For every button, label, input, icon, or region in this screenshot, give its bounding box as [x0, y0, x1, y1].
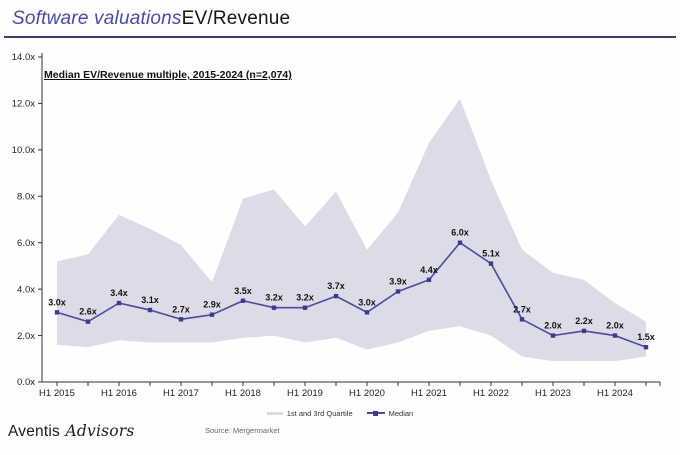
x-tick-label: H1 2021	[411, 388, 447, 399]
page-title-rest: EV/Revenue	[181, 8, 291, 29]
median-point-label: 3.1x	[141, 295, 159, 305]
y-tick-label: 4.0x	[17, 284, 35, 295]
y-tick-label: 6.0x	[17, 238, 35, 249]
page-title: Software valuationsEV/Revenue	[12, 7, 668, 31]
legend-item-median: Median	[366, 408, 414, 418]
y-tick-label: 0.0x	[17, 377, 35, 388]
median-point-label: 3.4x	[110, 288, 128, 298]
page-title-emphasis: Software valuations	[12, 8, 182, 29]
median-marker	[54, 310, 60, 315]
median-point-label: 3.2x	[265, 293, 283, 303]
brand-logo: Aventis Advisors	[8, 422, 135, 441]
brand-name-regular: Aventis	[8, 423, 60, 440]
median-point-label: 2.0x	[606, 321, 624, 331]
y-tick-label: 12.0x	[12, 99, 35, 110]
median-line	[56, 241, 647, 348]
median-marker	[85, 319, 91, 324]
x-tick-label: H1 2022	[473, 388, 509, 399]
x-tick-label: H1 2015	[39, 388, 75, 399]
median-point-label: 3.5x	[234, 286, 252, 296]
median-marker-swatch	[373, 410, 379, 416]
median-marker	[550, 333, 556, 338]
x-tick-label: H1 2019	[287, 388, 323, 399]
median-point-label: 1.5x	[637, 332, 655, 342]
median-marker	[302, 305, 308, 310]
y-tick-label: 10.0x	[12, 145, 35, 156]
median-marker	[147, 307, 153, 313]
chart-title: Median EV/Revenue multiple, 2015-2024 (n…	[44, 69, 292, 81]
x-tick-label: H1 2016	[101, 388, 137, 399]
ev-revenue-chart-svg: 0.0x 2.0x 4.0x 6.0x 8.0x 10.0x 12.0x 14.0x H1 20…	[12, 52, 661, 399]
median-marker	[333, 293, 339, 299]
y-tick-label: 8.0x	[17, 191, 35, 202]
median-point-label: 6.0x	[451, 228, 469, 238]
x-tick-label: H1 2024	[597, 388, 633, 399]
median-point-label: 2.0x	[544, 321, 562, 331]
median-marker	[612, 333, 618, 338]
median-point-label: 2.9x	[203, 300, 221, 310]
legend-label-quartile: 1st and 3rd Quartile	[286, 408, 353, 418]
x-tick-label: H1 2020	[349, 388, 385, 399]
median-marker	[116, 300, 122, 306]
median-point-label: 3.0x	[48, 297, 66, 307]
median-point-label: 2.6x	[79, 307, 97, 317]
median-point-label: 2.7x	[513, 304, 531, 314]
y-axis	[38, 53, 43, 383]
y-tick-label: 14.0x	[12, 52, 35, 63]
median-marker	[271, 305, 277, 310]
median-marker	[395, 289, 401, 294]
median-point-label: 3.2x	[296, 293, 314, 303]
legend-label-median: Median	[388, 408, 414, 418]
median-marker	[240, 298, 246, 303]
median-line-swatch	[366, 410, 385, 416]
chart-legend: 1st and 3rd Quartile Median	[0, 407, 680, 419]
source-note: Source: Mergermarket	[205, 426, 280, 435]
footer: Aventis Advisors Source: Mergermarket	[0, 415, 680, 455]
median-marker	[581, 328, 587, 334]
median-point-label: 5.1x	[482, 249, 500, 259]
median-point-label: 2.7x	[172, 304, 190, 314]
x-axis	[42, 381, 661, 386]
median-marker	[457, 240, 463, 245]
median-point-label: 3.9x	[389, 276, 407, 286]
x-tick-label: H1 2018	[225, 388, 261, 399]
median-point-label: 3.0x	[358, 297, 376, 307]
median-marker	[643, 344, 649, 350]
median-marker	[364, 310, 370, 315]
brand-name-italic: Advisors	[65, 422, 135, 440]
median-marker	[488, 261, 494, 266]
median-point-label: 2.2x	[575, 316, 593, 326]
median-marker	[178, 317, 184, 322]
header: Software valuationsEV/Revenue	[4, 0, 676, 38]
x-tick-label: H1 2017	[163, 388, 199, 399]
legend-item-quartile: 1st and 3rd Quartile	[266, 408, 353, 418]
y-tick-label: 2.0x	[17, 331, 35, 342]
quartile-band-swatch	[266, 411, 283, 415]
x-tick-label: H1 2023	[535, 388, 571, 399]
median-point-label: 3.7x	[327, 281, 345, 291]
median-marker	[209, 312, 215, 317]
chart-area: Median EV/Revenue multiple, 2015-2024 (n…	[0, 47, 680, 418]
median-marker	[519, 317, 525, 322]
median-marker	[426, 277, 432, 283]
quartile-band	[57, 98, 646, 362]
median-point-label: 4.4x	[420, 265, 438, 275]
